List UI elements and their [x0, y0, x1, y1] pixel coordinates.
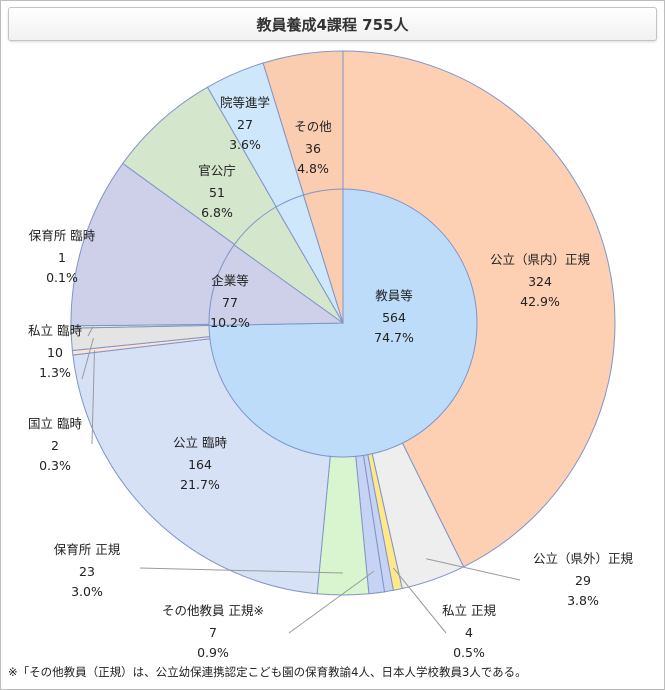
outer-percent-7: 0.3%	[39, 458, 71, 473]
outer-percent-2: 0.5%	[453, 645, 485, 660]
outer-value-6: 164	[188, 457, 212, 472]
leader-line	[81, 337, 94, 380]
inner-label-0: 教員等	[375, 288, 413, 303]
outer-label-0: 公立（県内）正規	[490, 252, 591, 267]
outer-percent-8: 1.3%	[39, 365, 71, 380]
inner-slice	[208, 244, 345, 327]
outer-percent-6: 21.7%	[180, 477, 220, 492]
inner-label-2: 官公庁	[198, 163, 236, 178]
inner-value-1: 77	[222, 295, 238, 310]
leader-line	[91, 350, 95, 445]
leader-line	[426, 558, 521, 581]
outer-value-7: 2	[51, 438, 59, 453]
leader-line	[87, 326, 94, 337]
inner-label-3: 院等進学	[220, 95, 270, 110]
outer-value-0: 324	[528, 274, 552, 289]
outer-value-5: 23	[79, 564, 95, 579]
outer-label-7: 国立 臨時	[28, 416, 82, 431]
leader-line	[393, 567, 447, 634]
outer-value-8: 10	[47, 345, 63, 360]
outer-value-9: 1	[58, 250, 66, 265]
inner-percent-4: 4.8%	[297, 161, 329, 176]
outer-percent-4: 0.9%	[197, 645, 229, 660]
inner-value-3: 27	[237, 117, 253, 132]
inner-slice	[302, 188, 344, 324]
outer-label-6: 公立 臨時	[173, 435, 227, 450]
outer-percent-1: 3.8%	[567, 593, 599, 608]
outer-percent-5: 3.0%	[71, 584, 103, 599]
outer-label-2: 私立 正規	[442, 603, 496, 618]
inner-value-0: 564	[382, 310, 406, 325]
outer-label-1: 公立（県外）正規	[533, 551, 634, 566]
inner-label-4: その他	[294, 119, 332, 134]
inner-percent-3: 3.6%	[229, 137, 261, 152]
inner-percent-1: 10.2%	[210, 315, 250, 330]
outer-label-5: 保育所 正規	[54, 542, 121, 557]
outer-label-9: 保育所 臨時	[29, 228, 96, 243]
leader-line	[288, 570, 375, 634]
inner-value-2: 51	[209, 185, 225, 200]
leader-line	[139, 567, 344, 574]
outer-percent-0: 42.9%	[520, 294, 560, 309]
outer-value-1: 29	[575, 573, 591, 588]
outer-value-4: 7	[209, 625, 217, 640]
inner-percent-2: 6.8%	[201, 205, 233, 220]
outer-label-4: その他教員 正規※	[162, 603, 264, 618]
chart-title: 教員養成4課程 755人	[8, 7, 657, 41]
inner-percent-0: 74.7%	[374, 330, 414, 345]
outer-label-8: 私立 臨時	[28, 323, 82, 338]
outer-percent-9: 0.1%	[46, 270, 78, 285]
inner-value-4: 36	[305, 141, 321, 156]
outer-value-2: 4	[465, 625, 473, 640]
footnote: ※「その他教員（正規）は、公立幼保連携認定こども園の保育教諭4人、日本人学校教員…	[8, 665, 527, 679]
inner-label-1: 企業等	[211, 273, 249, 288]
